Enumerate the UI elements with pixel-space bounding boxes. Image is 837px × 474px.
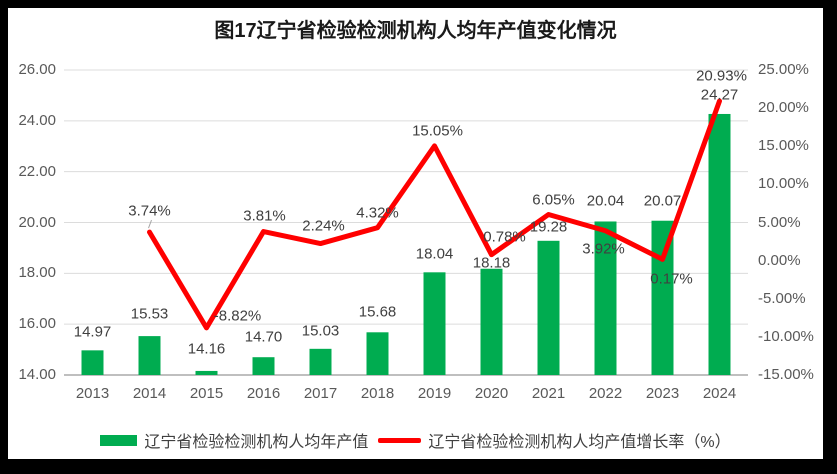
x-axis-label: 2021 xyxy=(531,385,566,402)
bar-value-label: 15.53 xyxy=(130,305,169,323)
bar-2015 xyxy=(195,370,218,375)
x-axis-label: 2015 xyxy=(189,385,224,402)
x-axis-label: 2022 xyxy=(588,385,623,402)
legend-label-line-series: 辽宁省检验检测机构人均产值增长率（%） xyxy=(428,434,731,451)
bar-value-label: 14.16 xyxy=(187,340,226,358)
legend-item-bar-series: 辽宁省检验检测机构人均年产值 xyxy=(100,428,368,452)
bar-series-swatch-icon xyxy=(100,434,138,446)
bar-value-label: 15.03 xyxy=(301,322,340,340)
right-axis-tick: 20.00% xyxy=(758,99,809,117)
right-axis-tick: -10.00% xyxy=(758,327,814,345)
bar-value-label: 19.28 xyxy=(529,218,568,236)
bar-2021 xyxy=(537,240,560,375)
right-axis-tick: -5.00% xyxy=(758,289,806,307)
bar-2016 xyxy=(252,357,275,375)
bar-value-label: 20.07 xyxy=(643,192,682,210)
label-leader-line xyxy=(148,219,152,229)
line-value-label: 3.92% xyxy=(582,240,625,258)
bar-value-label: 14.70 xyxy=(244,328,283,346)
bar-2024 xyxy=(708,113,731,376)
legend-item-line-series: 辽宁省检验检测机构人均产值增长率（%） xyxy=(378,428,731,452)
left-axis-tick: 22.00 xyxy=(18,162,56,180)
line-value-label: 20.93% xyxy=(696,67,747,85)
bar-2022 xyxy=(594,221,617,375)
right-axis-tick: 5.00% xyxy=(758,213,801,231)
bar-2017 xyxy=(309,348,332,375)
left-axis-tick: 14.00 xyxy=(18,366,56,383)
bar-value-label: 20.04 xyxy=(586,192,625,210)
left-axis-tick: 24.00 xyxy=(18,111,56,129)
bar-value-label: 18.04 xyxy=(415,245,454,263)
line-value-label: -8.82% xyxy=(213,307,262,325)
legend: 辽宁省检验检测机构人均年产值 辽宁省检验检测机构人均产值增长率（%） xyxy=(8,429,823,451)
bar-value-label: 24.27 xyxy=(700,86,739,104)
line-value-label: 6.05% xyxy=(532,191,575,209)
x-axis-label: 2019 xyxy=(417,385,452,402)
x-axis-label: 2018 xyxy=(360,385,395,402)
x-axis-label: 2017 xyxy=(303,385,338,402)
bar-2020 xyxy=(480,268,503,375)
line-value-label: 0.78% xyxy=(483,228,526,246)
line-value-label: 0.17% xyxy=(650,270,693,288)
bar-value-label: 14.97 xyxy=(73,323,112,341)
chart-title: 图17辽宁省检验检测机构人均年产值变化情况 xyxy=(214,20,617,42)
left-axis-tick: 20.00 xyxy=(18,213,56,231)
bar-2013 xyxy=(81,350,104,375)
line-value-label: 4.32% xyxy=(356,204,399,222)
bar-2019 xyxy=(423,272,446,375)
line-value-label: 15.05% xyxy=(412,122,463,140)
bar-2018 xyxy=(366,332,389,375)
bar-2014 xyxy=(138,336,161,375)
growth-rate-line xyxy=(147,98,722,331)
plot-area xyxy=(64,69,748,376)
x-axis-label: 2014 xyxy=(132,385,167,402)
bar-value-label: 15.68 xyxy=(358,303,397,321)
right-axis-tick: 15.00% xyxy=(758,137,809,155)
x-axis-label: 2023 xyxy=(645,385,680,402)
line-value-label: 3.81% xyxy=(243,207,286,225)
left-axis-tick: 18.00 xyxy=(18,264,56,282)
right-axis-tick: 25.00% xyxy=(758,61,809,78)
left-axis-tick: 26.00 xyxy=(18,61,56,78)
left-axis-tick: 16.00 xyxy=(18,315,56,333)
x-axis-label: 2020 xyxy=(474,385,509,402)
line-series-swatch-icon xyxy=(378,437,422,443)
right-axis-tick: -15.00% xyxy=(758,366,814,383)
chart-panel: 图17辽宁省检验检测机构人均年产值变化情况 14.97 15.53 14.16 14.… xyxy=(8,8,823,459)
x-axis-label: 2013 xyxy=(75,385,110,402)
x-axis-label: 2024 xyxy=(702,385,737,402)
bar-value-label: 18.18 xyxy=(472,254,511,272)
line-value-label: 2.24% xyxy=(302,217,345,235)
line-value-label: 3.74% xyxy=(128,202,171,220)
legend-label-bar-series: 辽宁省检验检测机构人均年产值 xyxy=(144,434,369,451)
right-axis-tick: 0.00% xyxy=(758,251,801,269)
right-axis-tick: 10.00% xyxy=(758,175,809,193)
x-axis-label: 2016 xyxy=(246,385,281,402)
